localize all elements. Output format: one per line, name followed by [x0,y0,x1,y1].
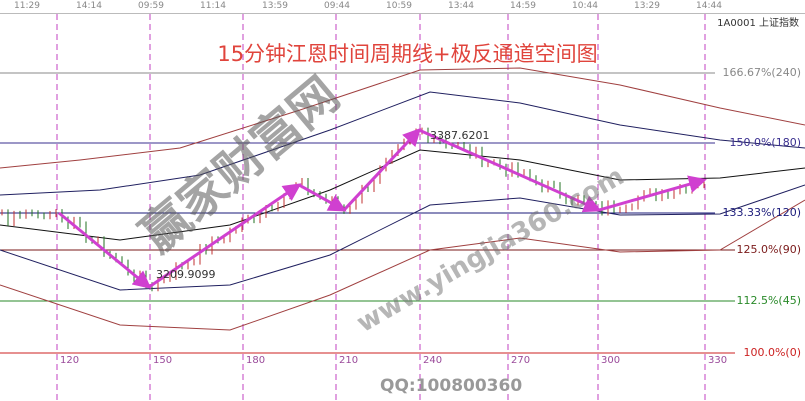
x-tick-label: 330 [708,355,728,366]
top-time-label: 13:59 [262,1,288,11]
trend-arrow [148,183,302,289]
top-time-label: 10:44 [572,1,598,11]
trend-arrow [598,175,707,212]
top-time-label: 09:44 [324,1,350,11]
top-time-label: 11:29 [14,1,40,11]
channel-band [0,199,805,331]
level-label: 112.5%(45) [736,294,801,307]
trend-arrow [298,183,347,212]
trend-arrow [418,128,602,213]
top-time-label: 13:29 [634,1,660,11]
symbol-label: 1A0001 上证指数 [717,18,799,29]
trend-arrow [58,211,152,289]
qq-text: QQ:100800360 [380,376,523,396]
channel-band [0,149,805,241]
level-label: 133.33%(120) [722,206,801,219]
x-tick-label: 240 [423,355,443,366]
trend-arrow [342,127,422,212]
price-label-low: 3209.9099 [156,268,216,281]
x-tick-label: 210 [339,355,359,366]
chart-title: 15分钟江恩时间周期线+极反通道空间图 [217,42,598,66]
time-axis-top: 11:29 14:14 09:59 11:14 13:59 09:44 10:59 13:44… [0,0,805,14]
level-label: 125.0%(90) [736,243,801,256]
top-time-label: 10:59 [386,1,412,11]
channel-band [0,184,805,291]
x-tick-label: 180 [246,355,266,366]
level-label: 166.67%(240) [722,66,801,79]
channel-band [0,91,805,196]
top-time-label: 09:59 [138,1,164,11]
level-label: 150.0%(180) [729,136,801,149]
top-time-label: 13:44 [448,1,474,11]
x-tick-label: 270 [511,355,531,366]
x-tick-label: 300 [601,355,621,366]
price-label-high: 3387.6201 [430,129,490,142]
top-time-label: 11:14 [200,1,226,11]
x-tick-label: 150 [153,355,173,366]
x-tick-label: 120 [60,355,80,366]
top-time-label: 14:59 [510,1,536,11]
channel-band [0,67,805,169]
level-label: 100.0%(0) [743,346,801,359]
top-time-label: 14:14 [76,1,102,11]
top-time-label: 14:44 [696,1,722,11]
